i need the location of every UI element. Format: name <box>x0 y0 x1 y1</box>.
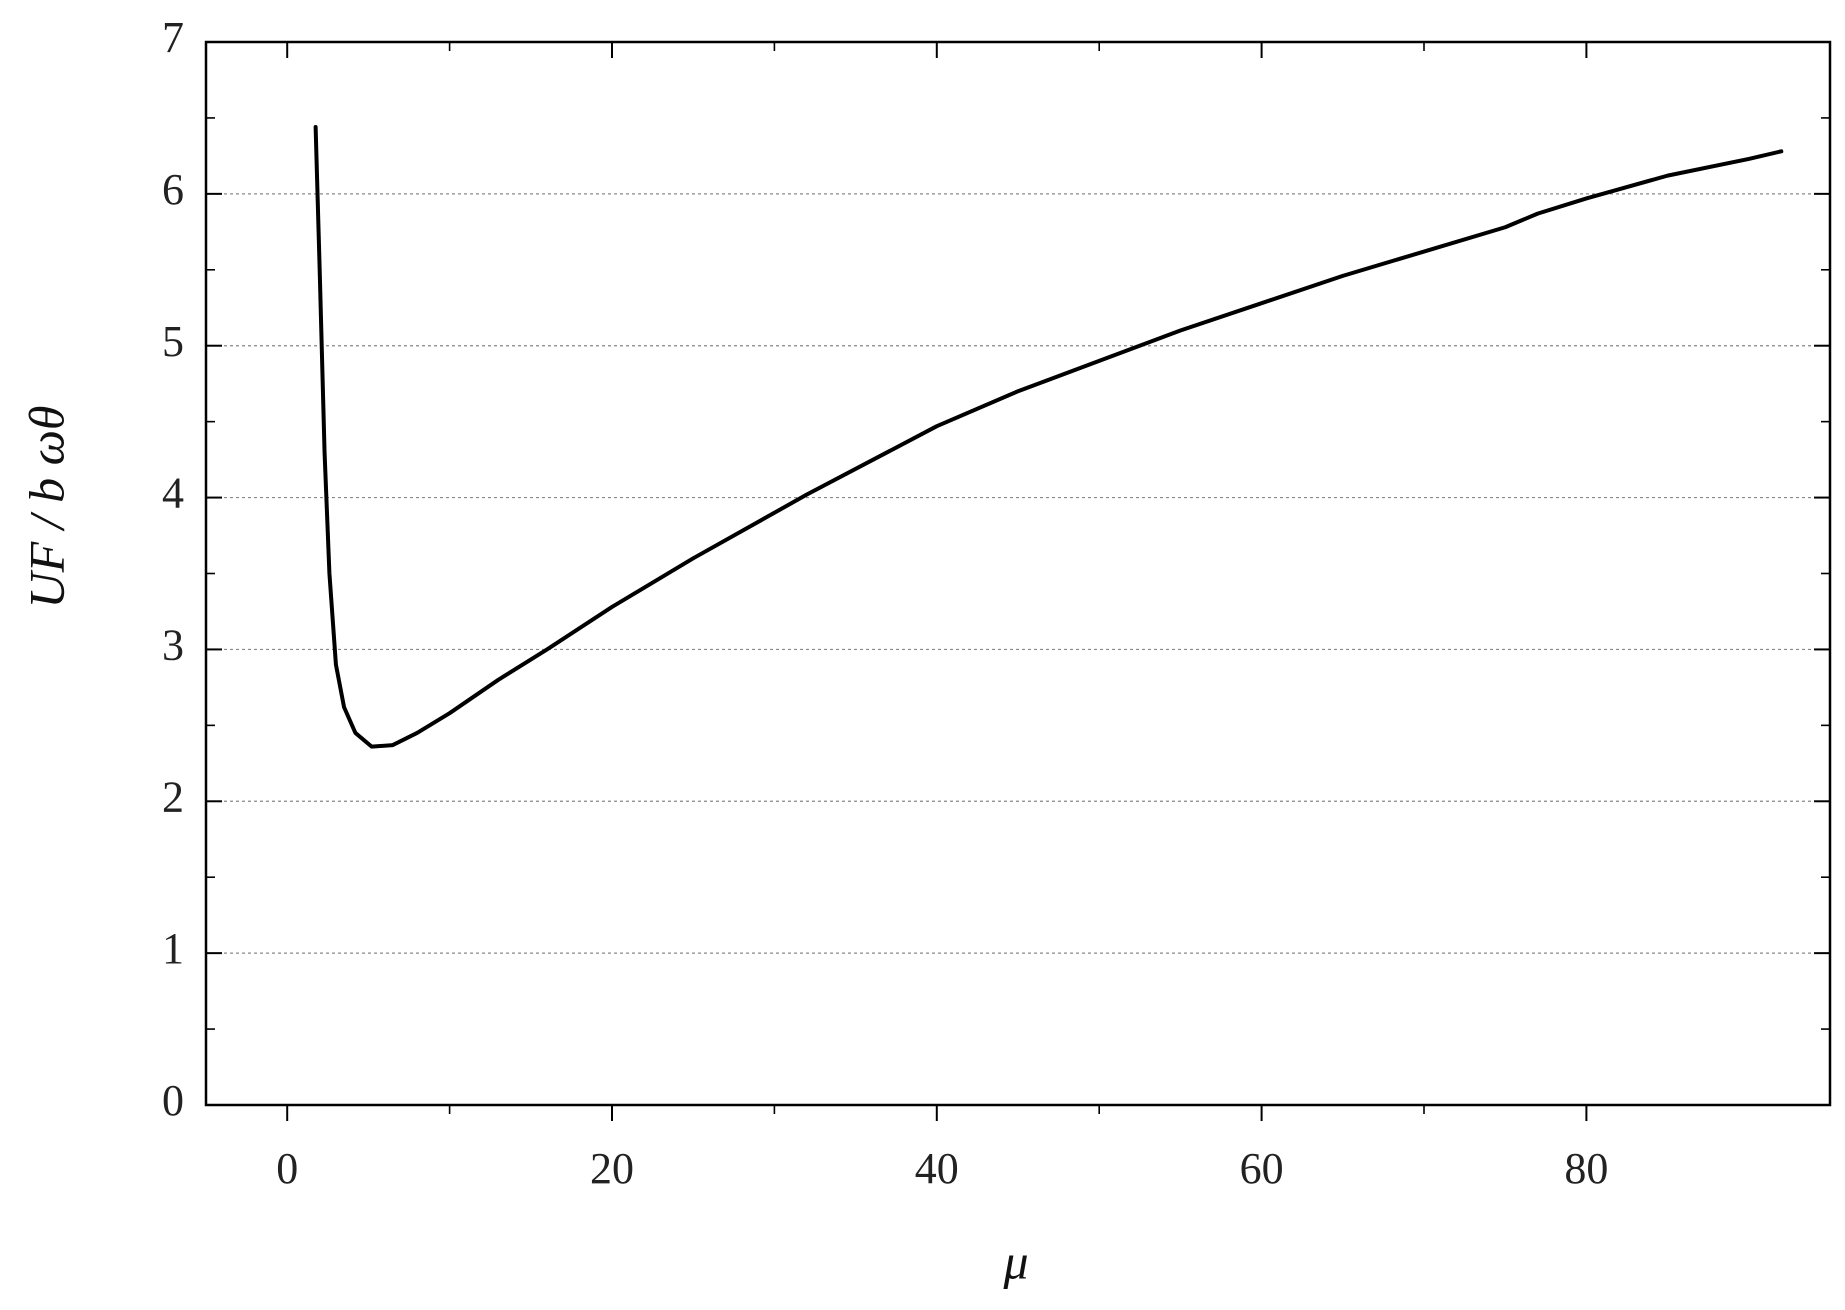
y-tick-label: 7 <box>162 13 184 62</box>
x-tick-label: 80 <box>1564 1144 1608 1193</box>
y-tick-label: 5 <box>162 317 184 366</box>
y-tick-label: 2 <box>162 772 184 821</box>
x-tick-label: 20 <box>590 1144 634 1193</box>
y-axis-label: UF / b ωθ <box>18 406 74 609</box>
y-tick-label: 6 <box>162 165 184 214</box>
y-tick-label: 0 <box>162 1076 184 1125</box>
plot-frame <box>204 40 1832 1107</box>
x-tick-label: 0 <box>276 1144 298 1193</box>
y-tick-label: 4 <box>162 469 184 518</box>
x-tick-label: 40 <box>915 1144 959 1193</box>
y-tick-label: 3 <box>162 621 184 670</box>
x-tick-label: 60 <box>1240 1144 1284 1193</box>
x-axis-label: μ <box>1002 1233 1028 1289</box>
data-line <box>313 125 1784 749</box>
y-tick-label: 1 <box>162 924 184 973</box>
